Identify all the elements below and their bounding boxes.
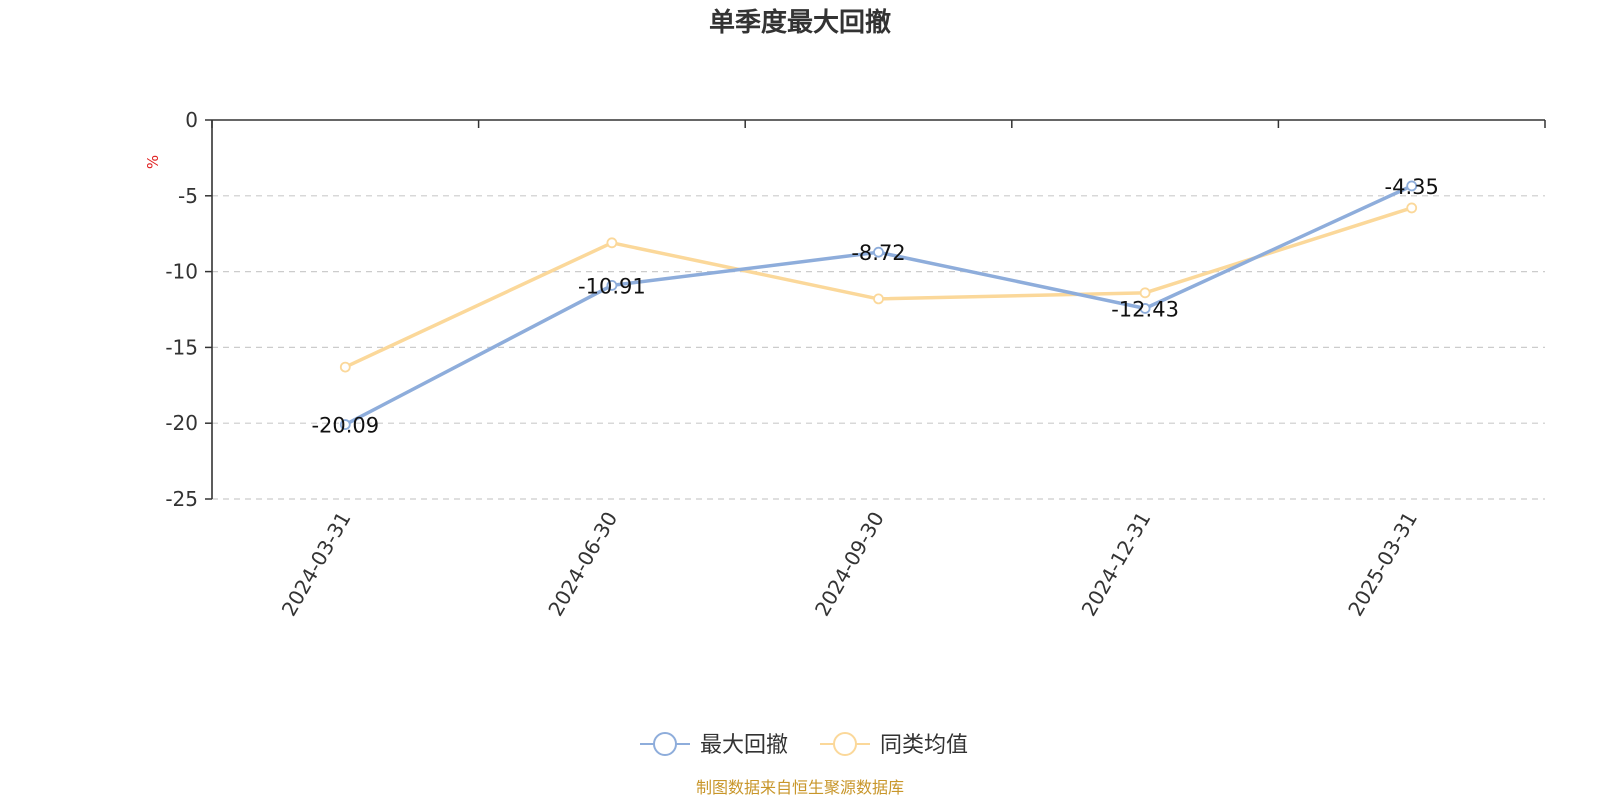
y-tick-label: -10 <box>165 260 198 284</box>
data-labels: -20.09 -10.91 -8.72 -12.43 -4.35 <box>311 175 1438 438</box>
y-tick-label: -20 <box>165 411 198 435</box>
data-label: -4.35 <box>1385 175 1439 199</box>
legend: 最大回撤 同类均值 <box>640 732 968 758</box>
y-tick-label: -25 <box>165 487 198 511</box>
data-point <box>873 246 884 258</box>
data-point <box>1406 180 1418 192</box>
data-label: -20.09 <box>311 414 379 438</box>
series-line-1 <box>344 184 1413 427</box>
legend-label: 最大回撤 <box>700 733 788 758</box>
data-point <box>1139 303 1151 314</box>
source-note: 制图数据来自恒生聚源数据库 <box>696 778 904 797</box>
x-tick-label: 2024-12-31 <box>1077 508 1156 621</box>
x-tick-label: 2024-03-31 <box>277 508 356 621</box>
data-point <box>339 419 351 430</box>
series-line-2 <box>344 206 1413 369</box>
y-tick-label: -15 <box>165 335 198 359</box>
x-tick-label: 2025-03-31 <box>1343 508 1422 621</box>
data-label: -8.72 <box>851 241 905 265</box>
y-tick-label: -5 <box>178 184 198 208</box>
y-tick-label: 0 <box>185 108 198 132</box>
series-lines <box>339 180 1418 430</box>
data-label: -12.43 <box>1111 297 1179 321</box>
x-tick-label: 2024-09-30 <box>810 508 889 621</box>
axes: 0 -5 -10 -15 -20 -25 2024-03-31 2024-06-30 2024-… <box>165 108 1546 621</box>
data-point <box>873 293 884 305</box>
chart-title: 单季度最大回撤 <box>709 7 891 38</box>
data-point <box>1139 287 1151 299</box>
y-axis-unit-label: % <box>144 155 162 169</box>
legend-label: 同类均值 <box>880 733 968 758</box>
data-label: -10.91 <box>578 274 646 298</box>
legend-symbol <box>653 732 677 756</box>
data-point <box>339 361 351 373</box>
x-tick-label: 2024-06-30 <box>543 508 622 621</box>
data-point <box>606 237 618 249</box>
legend-symbol <box>833 732 857 756</box>
data-point <box>606 279 618 291</box>
data-point <box>1406 202 1418 214</box>
grid-lines <box>212 195 1545 500</box>
